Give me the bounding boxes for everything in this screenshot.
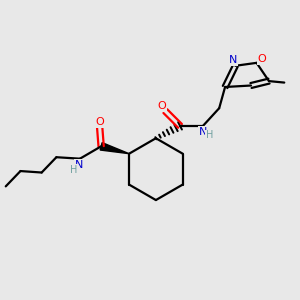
Text: O: O: [257, 54, 266, 64]
Text: N: N: [229, 56, 237, 65]
Text: O: O: [158, 101, 166, 111]
Text: H: H: [206, 130, 213, 140]
Text: O: O: [95, 117, 104, 127]
Text: N: N: [199, 127, 207, 137]
Text: N: N: [75, 160, 83, 170]
Polygon shape: [100, 142, 129, 154]
Text: H: H: [70, 165, 77, 175]
